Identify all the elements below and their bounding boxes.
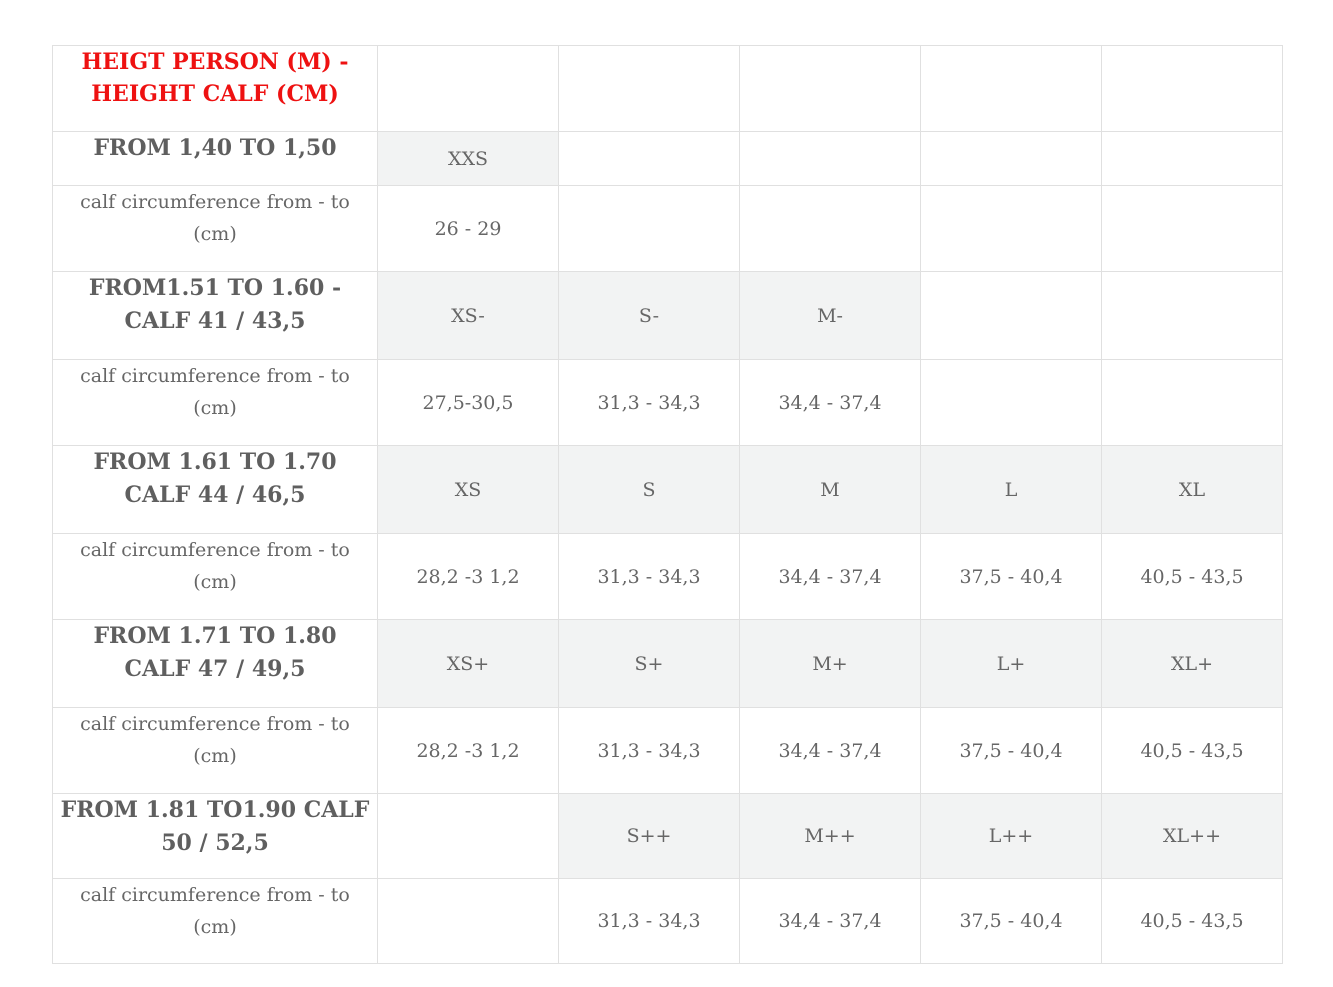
height-range-label: FROM 1.81 TO1.90 CALF 50 / 52,5 (52, 793, 378, 879)
measure-cell: 40,5 - 43,5 (1101, 707, 1283, 794)
measure-label: calf circumference from - to (cm) (52, 359, 378, 446)
measure-row: calf circumference from - to (cm) 26 - 29 (52, 185, 1283, 272)
measure-cell (558, 185, 740, 272)
size-cell (920, 271, 1102, 360)
size-cell: M++ (739, 793, 921, 879)
measure-cell: 27,5-30,5 (377, 359, 559, 446)
measure-row: calf circumference from - to (cm) 28,2 -3… (52, 707, 1283, 794)
size-row: FROM 1,40 TO 1,50 XXS (52, 131, 1283, 186)
measure-cell: 26 - 29 (377, 185, 559, 272)
measure-cell: 31,3 - 34,3 (558, 359, 740, 446)
size-cell: XS- (377, 271, 559, 360)
size-cell: S- (558, 271, 740, 360)
size-chart-table: HEIGT PERSON (M) - HEIGHT CALF (CM) FROM… (52, 45, 1283, 964)
size-cell: L+ (920, 619, 1102, 708)
measure-cell: 28,2 -3 1,2 (377, 533, 559, 620)
measure-row: calf circumference from - to (cm) 31,3 - … (52, 878, 1283, 964)
size-cell: XXS (377, 131, 559, 186)
height-range-label: FROM1.51 TO 1.60 - CALF 41 / 43,5 (52, 271, 378, 360)
measure-cell: 37,5 - 40,4 (920, 878, 1102, 964)
measure-cell: 34,4 - 37,4 (739, 878, 921, 964)
measure-cell: 34,4 - 37,4 (739, 533, 921, 620)
measure-cell: 34,4 - 37,4 (739, 707, 921, 794)
measure-cell: 37,5 - 40,4 (920, 707, 1102, 794)
header-row: HEIGT PERSON (M) - HEIGHT CALF (CM) (52, 45, 1283, 132)
size-cell: S+ (558, 619, 740, 708)
size-cell: XS+ (377, 619, 559, 708)
size-row: FROM1.51 TO 1.60 - CALF 41 / 43,5 XS- S- M- (52, 271, 1283, 360)
size-cell (739, 131, 921, 186)
measure-label: calf circumference from - to (cm) (52, 878, 378, 964)
measure-row: calf circumference from - to (cm) 27,5-30… (52, 359, 1283, 446)
size-cell: M (739, 445, 921, 534)
measure-cell (920, 359, 1102, 446)
size-cell: XL++ (1101, 793, 1283, 879)
height-range-label: FROM 1.71 TO 1.80 CALF 47 / 49,5 (52, 619, 378, 708)
size-row: FROM 1.81 TO1.90 CALF 50 / 52,5 S++ M++ L++… (52, 793, 1283, 879)
height-range-label: FROM 1.61 TO 1.70 CALF 44 / 46,5 (52, 445, 378, 534)
measure-cell (920, 185, 1102, 272)
size-cell (1101, 131, 1283, 186)
measure-cell: 31,3 - 34,3 (558, 878, 740, 964)
measure-label: calf circumference from - to (cm) (52, 185, 378, 272)
size-cell (377, 793, 559, 879)
size-row: FROM 1.71 TO 1.80 CALF 47 / 49,5 XS+ S+ M+ L… (52, 619, 1283, 708)
measure-cell (739, 185, 921, 272)
size-cell: XS (377, 445, 559, 534)
size-cell (920, 131, 1102, 186)
size-cell: L (920, 445, 1102, 534)
size-row: FROM 1.61 TO 1.70 CALF 44 / 46,5 XS S M L XL (52, 445, 1283, 534)
table-title: HEIGT PERSON (M) - HEIGHT CALF (CM) (52, 45, 378, 132)
height-range-label: FROM 1,40 TO 1,50 (52, 131, 378, 186)
size-cell: XL+ (1101, 619, 1283, 708)
size-cell: XL (1101, 445, 1283, 534)
size-cell: M+ (739, 619, 921, 708)
measure-cell (1101, 185, 1283, 272)
measure-cell: 31,3 - 34,3 (558, 533, 740, 620)
measure-cell: 31,3 - 34,3 (558, 707, 740, 794)
size-cell (558, 131, 740, 186)
size-cell (1101, 271, 1283, 360)
size-cell: S++ (558, 793, 740, 879)
measure-row: calf circumference from - to (cm) 28,2 -3… (52, 533, 1283, 620)
measure-cell: 40,5 - 43,5 (1101, 878, 1283, 964)
size-cell: S (558, 445, 740, 534)
size-cell: L++ (920, 793, 1102, 879)
measure-cell: 34,4 - 37,4 (739, 359, 921, 446)
measure-cell: 40,5 - 43,5 (1101, 533, 1283, 620)
size-cell: M- (739, 271, 921, 360)
measure-cell (1101, 359, 1283, 446)
measure-cell: 28,2 -3 1,2 (377, 707, 559, 794)
measure-label: calf circumference from - to (cm) (52, 707, 378, 794)
measure-cell: 37,5 - 40,4 (920, 533, 1102, 620)
measure-label: calf circumference from - to (cm) (52, 533, 378, 620)
measure-cell (377, 878, 559, 964)
